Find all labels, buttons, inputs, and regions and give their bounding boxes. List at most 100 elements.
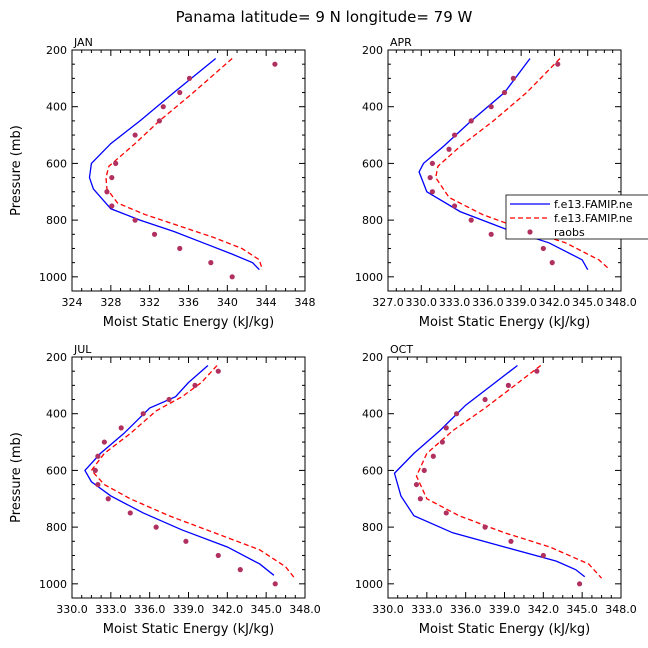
- model2-series-line: [105, 58, 263, 270]
- model1-series-line: [393, 364, 586, 578]
- x-tick-label: 342.0: [528, 603, 560, 616]
- raobs-point: [451, 203, 458, 209]
- x-tick-label: 342.0: [212, 603, 244, 616]
- chart-panel-oct: OCT 330.0 333.0 336.0 339.0 342.0 345.0 348.0 20…: [355, 343, 637, 637]
- raobs-point: [109, 174, 115, 181]
- raobs-point: [540, 552, 546, 559]
- y-tick-label: 200: [362, 44, 383, 57]
- x-tick-label: 333.0: [95, 603, 127, 616]
- y-tick-label: 400: [46, 408, 67, 421]
- raobs-point: [488, 104, 494, 110]
- raobs-point: [160, 104, 166, 110]
- panel-label: JUL: [73, 343, 92, 356]
- raobs-point: [540, 245, 546, 252]
- raobs-point: [140, 411, 146, 417]
- raobs-point: [427, 174, 433, 181]
- y-tick-label: 800: [362, 521, 383, 534]
- y-tick-label: 600: [362, 157, 383, 170]
- model1-series-line: [418, 58, 589, 271]
- x-tick-label: 336.0: [472, 296, 504, 309]
- raobs-point: [272, 61, 278, 67]
- x-tick-label: 345.0: [250, 603, 282, 616]
- raobs-point: [510, 75, 516, 81]
- y-tick-label: 400: [46, 101, 67, 114]
- raobs-point: [186, 75, 193, 81]
- chart-panel-jul: JUL 330.0 333.0 336.0 339.0 342.0 345.0 348.0 20…: [9, 343, 321, 637]
- y-tick-label: 800: [46, 214, 67, 227]
- raobs-point: [132, 217, 138, 223]
- raobs-point: [104, 189, 110, 195]
- raobs-point: [177, 89, 183, 96]
- raobs-point: [508, 538, 514, 544]
- x-tick-label: 330.0: [406, 296, 438, 309]
- raobs-point: [421, 467, 427, 474]
- raobs-point: [153, 524, 159, 530]
- raobs-point: [95, 481, 101, 488]
- model2-series-line: [415, 364, 603, 579]
- chart-panel-jan: JAN 324 328 332 336 340 344 348 200 400 600 800 1000…: [9, 36, 316, 330]
- panels: JAN 324 328 332 336 340 344 348 200 400 600 800 1000…: [9, 36, 648, 637]
- y-tick-label: 400: [362, 101, 383, 114]
- model2-series-line: [435, 58, 611, 271]
- panel-label: OCT: [390, 343, 413, 356]
- raobs-point: [151, 231, 158, 237]
- y-tick-label: 600: [46, 157, 67, 170]
- y-tick-label: 1000: [355, 271, 383, 284]
- legend-label: f.e13.FAMIP.ne: [554, 198, 633, 211]
- plot-frame: [387, 356, 622, 599]
- x-tick-label: 348.0: [605, 603, 637, 616]
- x-tick-label: 339.0: [505, 296, 537, 309]
- raobs-point: [183, 538, 189, 544]
- x-tick-label: 336.0: [450, 603, 482, 616]
- plot-frame: [71, 49, 306, 292]
- x-tick-label: 330.0: [56, 603, 88, 616]
- x-tick-label: 332: [139, 296, 160, 309]
- raobs-point: [482, 524, 488, 530]
- raobs-point: [417, 496, 423, 502]
- chart-panel-apr: APR 327.0 330.0 333.0 336.0 339.0 342.0 345.0 34…: [355, 36, 637, 330]
- y-tick-label: 800: [362, 214, 383, 227]
- raobs-point: [127, 510, 133, 516]
- y-tick-label: 1000: [39, 578, 67, 591]
- x-tick-label: 340: [217, 296, 238, 309]
- raobs-point: [101, 439, 107, 445]
- raobs-point: [413, 481, 420, 488]
- panel-label: JAN: [73, 36, 93, 49]
- raobs-point: [208, 260, 214, 266]
- raobs-point: [177, 245, 183, 252]
- raobs-point: [446, 146, 452, 152]
- model1-series-line: [88, 58, 260, 271]
- plot-frame: [387, 49, 622, 292]
- raobs-point: [468, 217, 474, 223]
- y-tick-label: 200: [362, 351, 383, 364]
- x-tick-label: 348.0: [605, 296, 637, 309]
- model2-series-line: [90, 365, 296, 579]
- legend-label: f.e13.FAMIP.ne: [554, 212, 633, 225]
- y-tick-label: 1000: [355, 578, 383, 591]
- y-axis-label: Pressure (mb): [9, 125, 24, 216]
- raobs-point: [95, 453, 101, 459]
- raobs-point: [229, 274, 235, 280]
- panel-label: APR: [390, 36, 412, 49]
- y-tick-label: 1000: [39, 271, 67, 284]
- x-axis-label: Moist Static Energy (kJ/kg): [103, 622, 274, 637]
- raobs-point: [549, 260, 555, 266]
- figure-title: Panama latitude= 9 N longitude= 79 W: [176, 8, 473, 26]
- raobs-point: [429, 160, 435, 167]
- raobs-point: [166, 396, 172, 403]
- x-tick-label: 336.0: [134, 603, 166, 616]
- raobs-point: [272, 581, 278, 587]
- plot-frame: [71, 356, 306, 599]
- x-tick-label: 333.0: [439, 296, 471, 309]
- raobs-point: [192, 382, 198, 388]
- x-tick-label: 333.0: [411, 603, 443, 616]
- raobs-point: [505, 382, 511, 388]
- raobs-point: [482, 396, 488, 403]
- raobs-point: [534, 368, 540, 374]
- x-tick-label: 348.0: [289, 603, 321, 616]
- x-axis-label: Moist Static Energy (kJ/kg): [103, 315, 274, 330]
- raobs-point: [501, 89, 508, 96]
- raobs-point: [488, 231, 494, 237]
